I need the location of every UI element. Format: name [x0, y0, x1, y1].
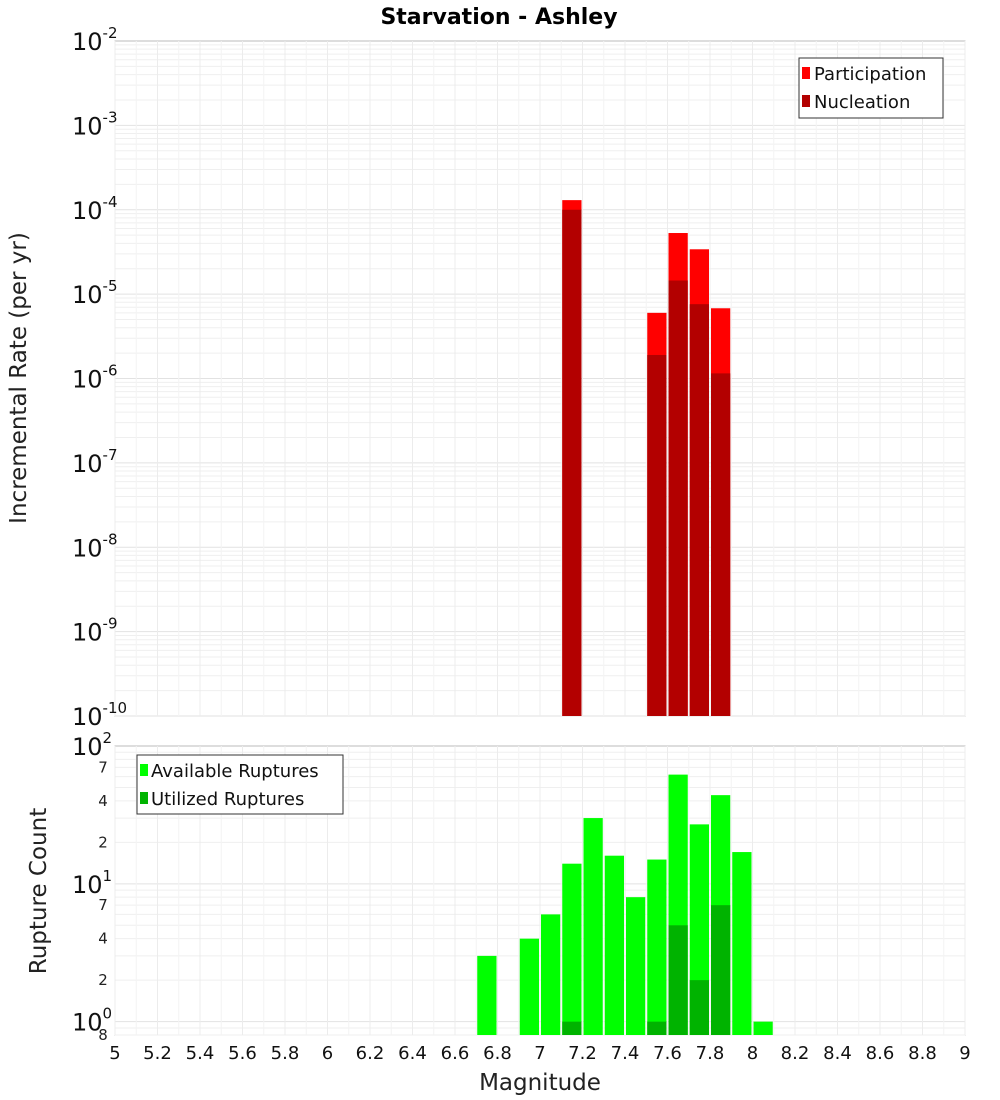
bar-nucleation-7.85: [711, 373, 731, 716]
legend-label-utilized-ruptures: Utilized Ruptures: [151, 789, 304, 810]
x-tick-label: 5.4: [186, 1043, 215, 1064]
bar-available-ruptures-8.05: [753, 1021, 773, 1035]
x-tick-label: 5.8: [271, 1043, 300, 1064]
bar-utilized-ruptures-7.85: [711, 905, 731, 1035]
top-y-tick-label: 10-8: [72, 530, 118, 562]
bottom-y-minor-tick-label: 7: [98, 758, 108, 776]
legend-label-available-ruptures: Available Ruptures: [151, 761, 319, 782]
legend-swatch-nucleation: [802, 95, 810, 107]
bottom-y-axis-label: Rupture Count: [26, 808, 52, 974]
bottom-bars: [477, 774, 773, 1035]
bottom-y-minor-tick-label: 8: [98, 1026, 108, 1044]
x-tick-label: 9: [959, 1043, 970, 1064]
bottom-y-minor-tick-label: 2: [98, 971, 108, 989]
x-tick-label: 5: [109, 1043, 120, 1064]
x-tick-label: 6.6: [441, 1043, 470, 1064]
bottom-y-tick-labels: 100 101 102 8 2 4 7 2 4 7: [72, 729, 112, 1044]
x-tick-label: 5.2: [143, 1043, 172, 1064]
top-bars: [562, 200, 731, 716]
bottom-y-major-tick-label: 102: [72, 729, 112, 761]
bottom-legend-box: [136, 754, 344, 815]
top-gridlines: [114, 41, 966, 717]
x-tick-label: 7.6: [653, 1043, 682, 1064]
x-tick-label: 7: [534, 1043, 545, 1064]
x-tick-label: 8.4: [823, 1043, 852, 1064]
top-y-tick-label: 10-10: [72, 699, 127, 731]
x-tick-label: 8.6: [866, 1043, 895, 1064]
bottom-y-minor-tick-label: 2: [98, 833, 108, 851]
top-chart: Starvation - Ashley 10-1010-910-810-710-…: [6, 5, 966, 731]
bottom-y-minor-tick-label: 4: [98, 930, 108, 948]
x-tick-label: 6.4: [398, 1043, 427, 1064]
bar-available-ruptures-7.05: [541, 914, 561, 1035]
top-y-tick-label: 10-9: [72, 615, 118, 647]
bar-nucleation-7.65: [668, 280, 688, 716]
chart-title: Starvation - Ashley: [380, 5, 617, 30]
bar-utilized-ruptures-7.65: [668, 925, 688, 1035]
bottom-y-minor-tick-label: 4: [98, 792, 108, 810]
bar-available-ruptures-6.75: [477, 955, 497, 1035]
bottom-legend: Available Ruptures Utilized Ruptures: [136, 754, 344, 815]
bar-nucleation-7.75: [689, 304, 709, 716]
top-legend: Participation Nucleation: [798, 57, 944, 119]
top-y-tick-label: 10-2: [72, 24, 118, 56]
x-tick-label: 7.2: [568, 1043, 597, 1064]
top-y-tick-labels: 10-10 10-9 10-8 10-7 10-6 10-5 10-4 10-3 10-2: [72, 24, 127, 731]
bar-nucleation-7.55: [647, 354, 667, 716]
x-tick-labels: 5 5.2 5.4 5.6 5.8 6 6.2 6.4 6.6 6.8 7 7.2 7.4 7.6 7.8 8…: [109, 1043, 970, 1064]
top-y-tick-label: 10-3: [72, 108, 118, 140]
x-tick-label: 7.8: [696, 1043, 725, 1064]
bar-utilized-ruptures-7.75: [689, 980, 709, 1035]
bar-available-ruptures-7.95: [732, 852, 752, 1035]
legend-label-nucleation: Nucleation: [814, 92, 910, 113]
bottom-y-minor-tick-label: 7: [98, 896, 108, 914]
x-tick-label: 6.8: [483, 1043, 512, 1064]
bar-utilized-ruptures-7.55: [647, 1021, 667, 1035]
bar-nucleation-7.15: [562, 209, 582, 716]
top-y-tick-label: 10-7: [72, 446, 118, 478]
top-y-tick-label: 10-4: [72, 193, 118, 225]
x-tick-label: 6.2: [356, 1043, 385, 1064]
top-legend-box: [798, 57, 944, 119]
x-tick-label: 5.6: [228, 1043, 257, 1064]
x-tick-label: 8: [747, 1043, 758, 1064]
top-y-tick-label: 10-5: [72, 277, 118, 309]
bar-available-ruptures-7.25: [583, 818, 603, 1035]
x-tick-label: 8.8: [908, 1043, 937, 1064]
bar-available-ruptures-7.45: [626, 897, 646, 1035]
x-axis-label: Magnitude: [479, 1070, 601, 1096]
bottom-y-major-tick-label: 100: [72, 1005, 112, 1037]
x-tick-label: 7.4: [611, 1043, 640, 1064]
bar-available-ruptures-7.15: [562, 863, 582, 1035]
x-tick-label: 6: [322, 1043, 333, 1064]
top-y-axis-label: Incremental Rate (per yr): [6, 232, 32, 524]
bottom-y-major-tick-label: 101: [72, 867, 112, 899]
legend-label-participation: Participation: [814, 64, 926, 85]
x-tick-label: 8.2: [781, 1043, 810, 1064]
legend-swatch-participation: [802, 67, 810, 79]
bar-utilized-ruptures-7.15: [562, 1021, 582, 1035]
bar-available-ruptures-6.95: [519, 938, 539, 1035]
bar-available-ruptures-7.55: [647, 859, 667, 1035]
bar-available-ruptures-7.35: [604, 855, 624, 1035]
bottom-chart: 100 101 102 8 2 4 7 2 4 7 5 5.2 5.4 5.6 5.8 6 6.2 6.4 6.6…: [26, 729, 971, 1096]
top-y-tick-label: 10-6: [72, 362, 118, 394]
legend-swatch-available-ruptures: [140, 764, 148, 776]
legend-swatch-utilized-ruptures: [140, 792, 148, 804]
